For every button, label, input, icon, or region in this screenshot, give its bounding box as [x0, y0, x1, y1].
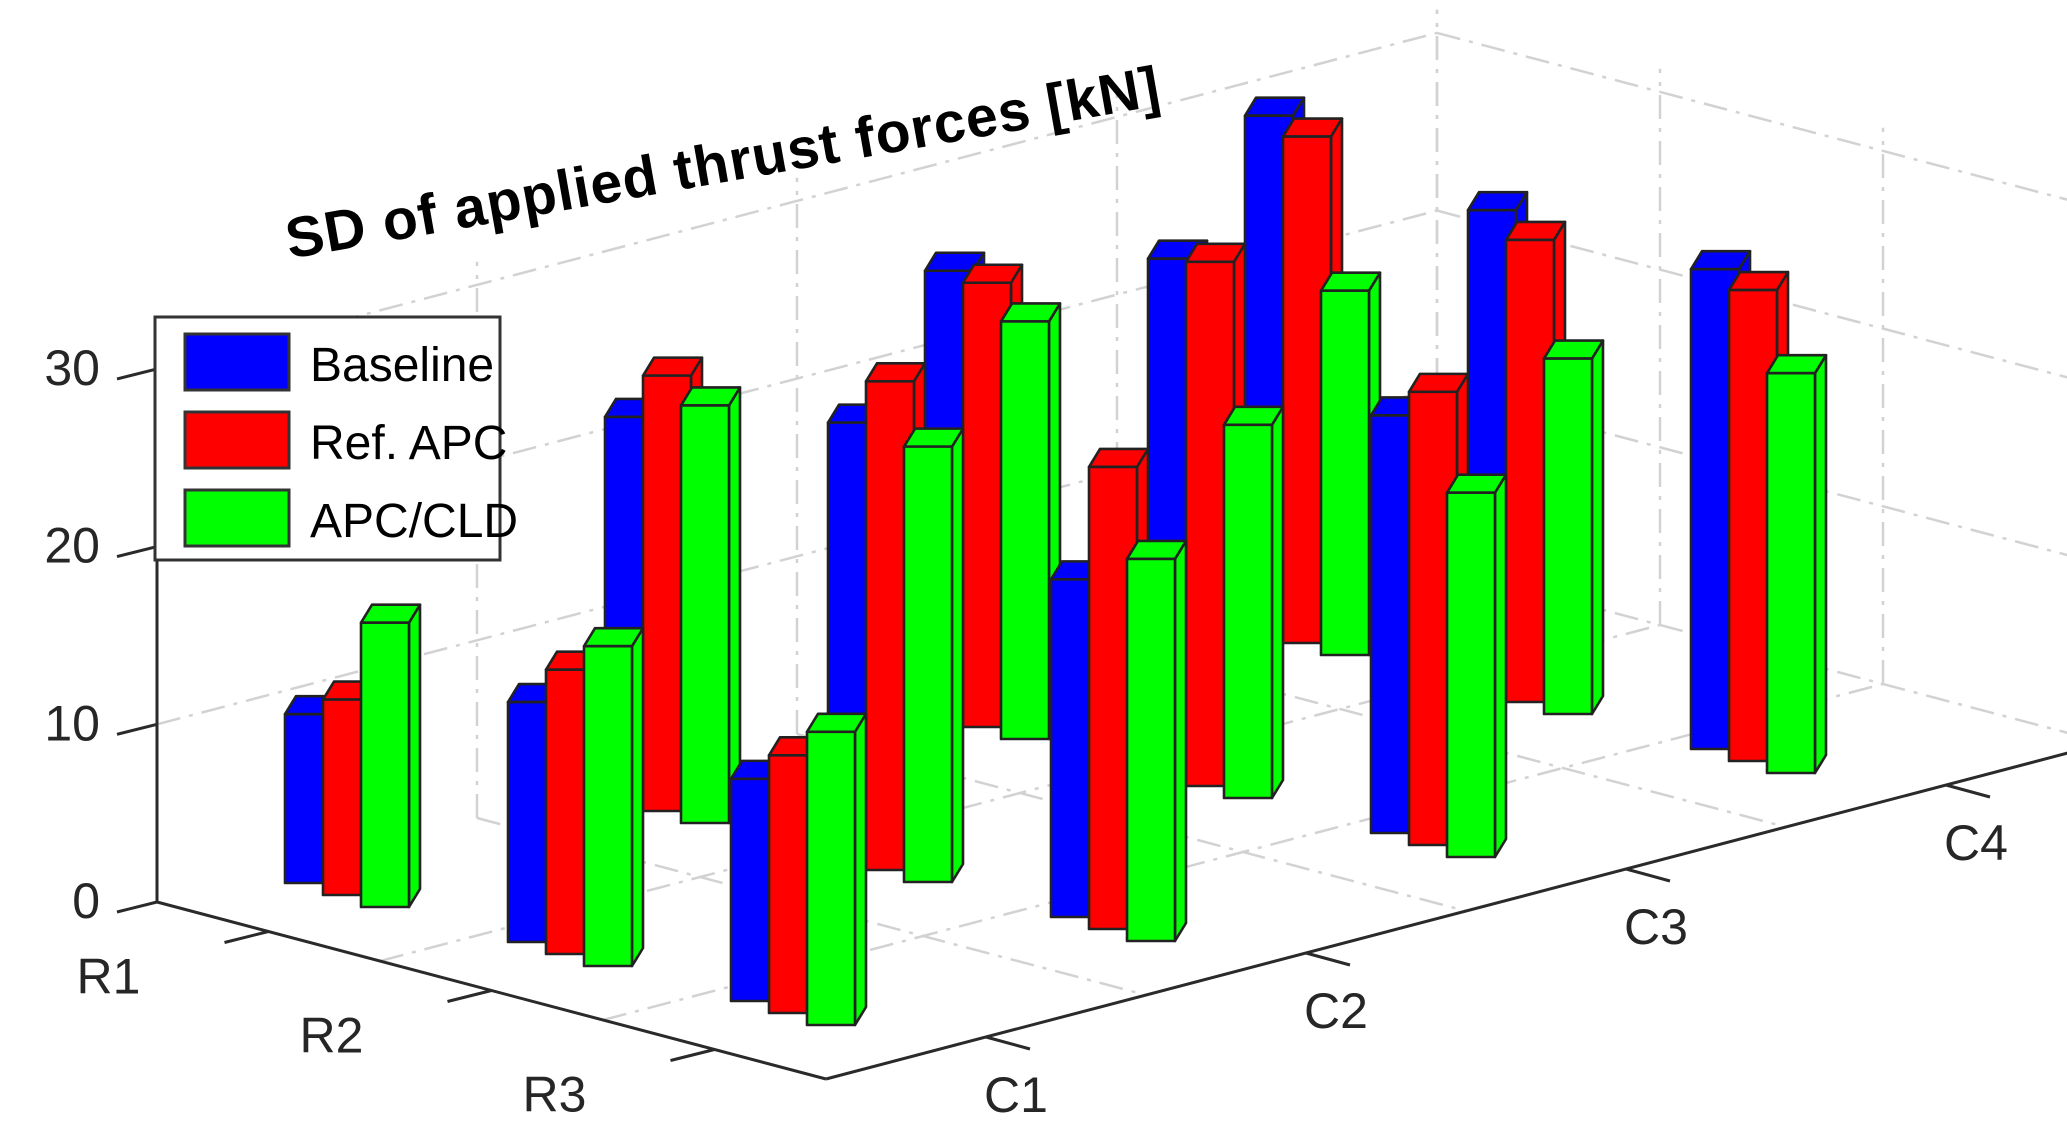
bar-C3-R2-Ref. APC [1184, 260, 1236, 788]
r-tick [447, 989, 492, 1003]
bar-C1-R3-APC/CLD [805, 730, 857, 1027]
bar-C4-R1-Baseline-top [1243, 96, 1306, 117]
z-tick-label: 0 [72, 873, 100, 929]
bar-C2-R2-Ref. APC-top [864, 362, 927, 383]
z-tick-label: 10 [44, 695, 100, 751]
z-tick [116, 722, 158, 736]
bar-C4-R3-APC/CLD-top [1765, 353, 1828, 375]
bar-C4-R1-Ref. APC [1281, 135, 1333, 645]
bar-C1-R1-APC/CLD-side [407, 603, 422, 909]
bar-C4-R2-APC/CLD-side [1590, 339, 1605, 716]
z-tick [116, 367, 158, 381]
z-tick-label: 30 [44, 340, 100, 396]
legend-swatch-Baseline [183, 332, 291, 392]
bar-C3-R3-Ref. APC [1407, 390, 1459, 847]
c-tick [1625, 867, 1671, 883]
bar-C2-R3-Ref. APC-top [1087, 447, 1150, 469]
bar-C4-R3-APC/CLD [1765, 371, 1817, 775]
legend-item-label: APC/CLD [310, 495, 518, 548]
bar-C4-R1-APC/CLD-top [1319, 271, 1382, 293]
bar-C4-R2-Ref. APC [1504, 238, 1556, 704]
bar-C4-R2-Baseline-top [1466, 190, 1529, 212]
bar-C2-R3-Ref. APC [1087, 465, 1139, 931]
bar-C2-R1-Ref. APC [641, 374, 693, 813]
bar-C4-R2-APC/CLD-top [1542, 339, 1605, 360]
bar-C1-R1-APC/CLD [359, 621, 411, 909]
bar-C2-R2-Ref. APC [864, 380, 916, 872]
bar-C2-R1-APC/CLD [679, 404, 731, 825]
bar-C3-R2-Ref. APC-top [1184, 242, 1247, 264]
bar-C2-R2-APC/CLD [902, 445, 954, 884]
bar-C3-R2-APC/CLD-side [1270, 405, 1285, 800]
grid-z-rightwall [1436, 31, 2067, 201]
bar-C2-R1-APC/CLD-top [679, 386, 742, 407]
bar-C2-R3-APC/CLD-side [1173, 539, 1188, 943]
bar-C2-R3-APC/CLD-top [1125, 539, 1188, 561]
c-axis-label: C1 [984, 1067, 1048, 1123]
c-axis [825, 751, 2067, 1081]
bar-C3-R1-APC/CLD [999, 320, 1051, 741]
bar-C3-R3-APC/CLD-side [1493, 473, 1508, 859]
grid-z-backwall [156, 31, 1438, 371]
bar-C1-R3-APC/CLD-top [805, 712, 868, 734]
bar-C2-R2-APC/CLD-side [950, 427, 965, 884]
bar-C4-R1-APC/CLD [1319, 289, 1371, 657]
z-tick-label: 20 [44, 518, 100, 574]
bar-C3-R3-APC/CLD-top [1445, 473, 1508, 495]
bar-C1-R1-APC/CLD-top [359, 603, 422, 624]
bar-C2-R1-Ref. APC-top [641, 356, 704, 377]
bar-C3-R1-APC/CLD-top [999, 302, 1062, 323]
bar-C1-R2-APC/CLD-top [582, 626, 645, 648]
legend-swatch-APC/CLD [183, 488, 291, 548]
bar-C3-R1-Ref. APC-top [961, 263, 1024, 285]
bar-C1-R2-APC/CLD [582, 644, 634, 968]
bar-C4-R2-Ref. APC-top [1504, 220, 1567, 242]
c-tick [985, 1035, 1031, 1051]
legend-item-label: Ref. APC [310, 417, 507, 470]
bar-C2-R1-APC/CLD-side [727, 386, 742, 825]
bar-C4-R2-APC/CLD [1542, 357, 1594, 716]
c-axis-label: C2 [1304, 983, 1368, 1039]
legend-swatch-Ref. APC [183, 410, 291, 470]
bar-C4-R3-Ref. APC-top [1727, 270, 1790, 292]
r-tick [670, 1048, 715, 1062]
bar-C2-R3-APC/CLD [1125, 557, 1177, 943]
c-axis-label: C3 [1624, 899, 1688, 955]
c-tick [1305, 951, 1351, 967]
bar-C2-R2-APC/CLD-top [902, 427, 965, 448]
bar-C1-R3-APC/CLD-side [853, 712, 868, 1027]
bar-C3-R2-APC/CLD [1222, 423, 1274, 800]
bar-C1-R2-APC/CLD-side [630, 626, 645, 968]
r-axis-label: R3 [523, 1067, 587, 1123]
c-axis-label: C4 [1944, 815, 2008, 871]
r-axis-label: R1 [77, 949, 141, 1005]
bar-C3-R2-APC/CLD-top [1222, 405, 1285, 427]
legend-item-label: Baseline [310, 339, 494, 392]
bar-C4-R3-Baseline-top [1689, 249, 1752, 271]
r-tick [224, 930, 269, 944]
bar-C3-R3-Ref. APC-top [1407, 372, 1470, 394]
bar-C4-R3-Baseline [1689, 267, 1741, 751]
bar-C4-R3-APC/CLD-side [1813, 353, 1828, 775]
z-tick [116, 545, 158, 559]
z-tick [116, 900, 158, 914]
bar-C4-R3-Ref. APC [1727, 288, 1779, 763]
bar-C3-R3-APC/CLD [1445, 491, 1497, 859]
c-tick [1945, 783, 1991, 799]
r-axis-label: R2 [300, 1008, 364, 1064]
bar-C4-R1-Ref. APC-top [1281, 117, 1344, 138]
